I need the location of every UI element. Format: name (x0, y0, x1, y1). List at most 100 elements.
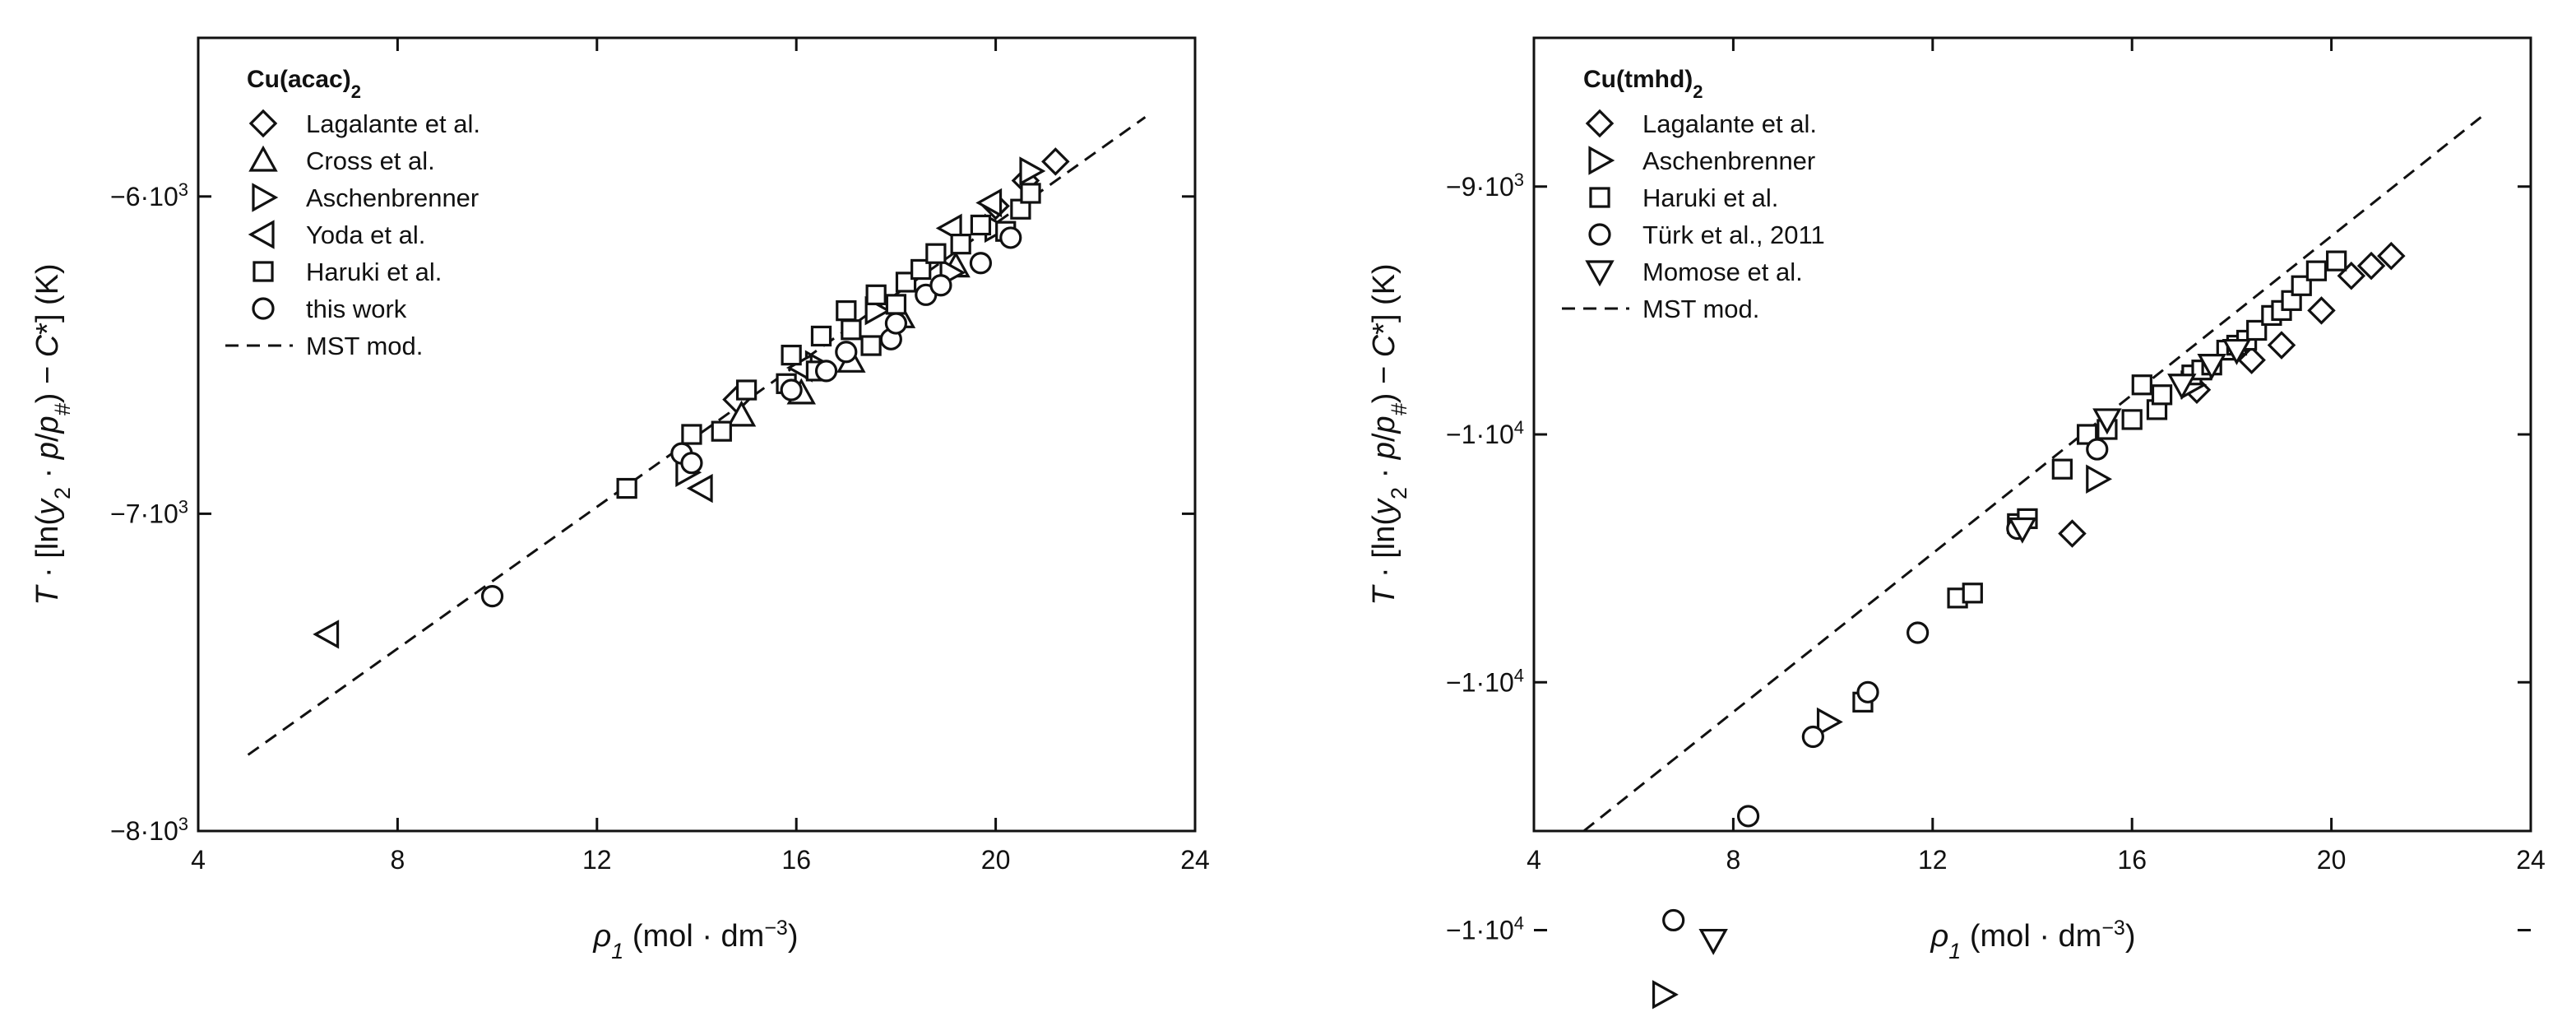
x-tick-label: 16 (781, 845, 811, 875)
y-axis-title-c: C (1367, 334, 1402, 357)
point-haruki-et-al (970, 214, 992, 236)
point-haruki-et-al (2051, 458, 2073, 480)
chart-cu-acac-fit (247, 116, 1147, 756)
legend-title: Cu(tmhd)2 (1583, 66, 1703, 102)
x-axis-title-symbol: ρ (1930, 919, 1949, 954)
legend-swatch-this-work (252, 297, 275, 320)
x-tick-label: 4 (191, 845, 206, 875)
point-haruki-et-al (925, 243, 947, 264)
y-tick-label: −1·104 (1446, 912, 1524, 945)
legend-swatch-momose-et-al (1585, 260, 1615, 287)
point-haruki-et-al (2131, 374, 2152, 396)
y-axis-title-part-d: *] (K) (30, 263, 65, 335)
point-haruki-et-al (1020, 183, 1041, 204)
point-t-rk-et-al-2011 (2086, 438, 2109, 461)
point-this-work (929, 274, 952, 297)
point-haruki-et-al (836, 299, 857, 322)
y-tick-label: −1·104 (1446, 417, 1524, 450)
y-axis-title-part-d: *] (K) (1367, 263, 1402, 335)
y-tick-label-mantissa: −1·10 (1446, 916, 1514, 945)
point-yoda-et-al (313, 620, 340, 649)
point-haruki-et-al (910, 258, 932, 281)
chart-cu-tmhd-ticks: 4 8 12 16 20 24−9·103−1·104−1·104−1·104 (1446, 38, 2546, 945)
legend-label-momose-et-al: Momose et al. (1642, 258, 1803, 286)
legend-label-this-work: this work (306, 295, 407, 323)
legend-swatch-aschenbrenner (252, 183, 279, 212)
point-lagalante-et-al (2356, 251, 2386, 281)
point-haruki-et-al (781, 344, 802, 366)
x-tick-label: 12 (582, 845, 612, 875)
legend-label-cross-et-al: Cross et al. (306, 146, 435, 175)
point-haruki-et-al (2305, 260, 2328, 281)
point-cross-et-al (726, 400, 757, 427)
y-tick-label-mantissa: −9·10 (1446, 172, 1514, 202)
point-momose-et-al (2222, 338, 2252, 365)
point-this-work (780, 378, 803, 402)
y-tick-label-mantissa: −1·10 (1446, 420, 1514, 449)
point-aschenbrenner (1019, 156, 1046, 186)
point-haruki-et-al (2326, 250, 2347, 272)
point-aschenbrenner (1652, 980, 1679, 1010)
legend: Cu(acac)2 Lagalante et al. Cross et al. As… (225, 66, 480, 360)
point-haruki-et-al (2077, 424, 2098, 445)
x-axis-title-units: (mol · dm (623, 919, 764, 954)
y-axis-title-part-a: · [ln( (1367, 515, 1402, 587)
point-lagalante-et-al (2377, 241, 2406, 271)
y-tick-label-exponent: 4 (1514, 417, 1524, 438)
point-t-rk-et-al-2011 (1662, 908, 1685, 932)
point-haruki-et-al (616, 477, 637, 499)
y-axis-title-p: p (30, 442, 65, 460)
point-this-work (999, 226, 1022, 249)
legend-swatch-t-rk-et-al-2011 (1588, 223, 1611, 246)
point-haruki-et-al (865, 284, 887, 305)
chart-cu-acac: 4 8 12 16 20 24−6·103−7·103−8·103 Cu(acac)2 L… (30, 36, 1210, 963)
point-lagalante-et-al (2307, 296, 2336, 325)
y-tick-label-exponent: 4 (1514, 665, 1524, 685)
x-axis-title-symbol-sub: 1 (611, 939, 623, 963)
y-axis-title: T · [ln(y2 · p/p#) − C*] (K) (30, 263, 75, 605)
legend-label-aschenbrenner: Aschenbrenner (306, 183, 479, 212)
legend-label-yoda-et-al: Yoda et al. (306, 221, 425, 249)
chart-cu-acac-points (313, 147, 1070, 649)
x-tick-label: 16 (2117, 845, 2147, 875)
y-axis-title-y: y (30, 498, 65, 518)
legend-swatch-lagalante-et-al (1585, 109, 1615, 138)
x-tick-label: 8 (1726, 845, 1741, 875)
point-this-work (969, 252, 993, 275)
x-axis-title-close: ) (788, 919, 799, 954)
point-yoda-et-al (686, 473, 713, 504)
y-axis-title-part-b: · (1367, 459, 1402, 487)
y-tick-label-exponent: 3 (178, 179, 188, 199)
point-aschenbrenner (1816, 707, 1843, 737)
point-haruki-et-al (2151, 384, 2173, 406)
y-tick-label: −6·103 (110, 179, 188, 211)
x-axis-title-symbol: ρ (593, 919, 612, 954)
legend: Cu(tmhd)2 Lagalante et al. Aschenbrenner H… (1562, 66, 1825, 323)
legend-title-main: Cu(acac) (247, 66, 351, 93)
plot-frame (197, 36, 1197, 833)
point-momose-et-al (2197, 354, 2226, 380)
legend-swatch-lagalante-et-al (248, 109, 278, 138)
point-lagalante-et-al (1041, 147, 1070, 176)
legend-swatch-cross-et-al (248, 145, 278, 172)
legend-title-sub: 2 (351, 81, 361, 102)
y-tick-label-exponent: 4 (1514, 912, 1524, 933)
point-this-work (480, 585, 504, 608)
point-t-rk-et-al-2011 (1736, 805, 1760, 828)
x-tick-label: 12 (1918, 845, 1948, 875)
point-aschenbrenner (2086, 464, 2113, 494)
point-haruki-et-al (1962, 583, 1983, 604)
legend-label-haruki-et-al: Haruki et al. (306, 258, 442, 286)
point-momose-et-al (2092, 408, 2122, 435)
y-tick-label-exponent: 3 (178, 496, 188, 517)
y-tick-label-mantissa: −8·10 (110, 816, 178, 846)
x-axis-title-symbol-sub: 1 (1948, 939, 1961, 963)
y-axis-title-slash: / (1367, 433, 1402, 442)
chart-cu-tmhd-points (1652, 241, 2406, 1010)
point-haruki-et-al (860, 335, 882, 356)
legend-label-lagalante-et-al: Lagalante et al. (1642, 109, 1817, 138)
x-axis-title: ρ1 (mol · dm−3) (1930, 917, 2136, 963)
point-haruki-et-al (885, 294, 907, 315)
y-tick-label-mantissa: −7·10 (110, 499, 178, 528)
